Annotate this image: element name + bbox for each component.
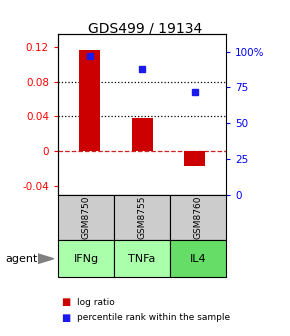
Text: TNFa: TNFa <box>128 254 156 264</box>
Bar <box>79 50 100 151</box>
Bar <box>58 240 114 277</box>
Text: ■: ■ <box>61 297 70 307</box>
Text: IL4: IL4 <box>190 254 206 264</box>
Text: GDS499 / 19134: GDS499 / 19134 <box>88 22 202 36</box>
Polygon shape <box>38 254 54 263</box>
Text: agent: agent <box>6 254 38 264</box>
Text: IFNg: IFNg <box>73 254 99 264</box>
Text: GSM8755: GSM8755 <box>137 196 147 239</box>
Text: ■: ■ <box>61 312 70 323</box>
Bar <box>184 151 205 166</box>
Bar <box>170 195 226 240</box>
Bar <box>114 195 170 240</box>
Text: log ratio: log ratio <box>77 298 115 307</box>
Bar <box>132 118 153 151</box>
Text: GSM8760: GSM8760 <box>194 196 203 239</box>
Text: percentile rank within the sample: percentile rank within the sample <box>77 313 230 322</box>
Bar <box>114 240 170 277</box>
Bar <box>58 195 114 240</box>
Bar <box>170 240 226 277</box>
Text: GSM8750: GSM8750 <box>81 196 90 239</box>
